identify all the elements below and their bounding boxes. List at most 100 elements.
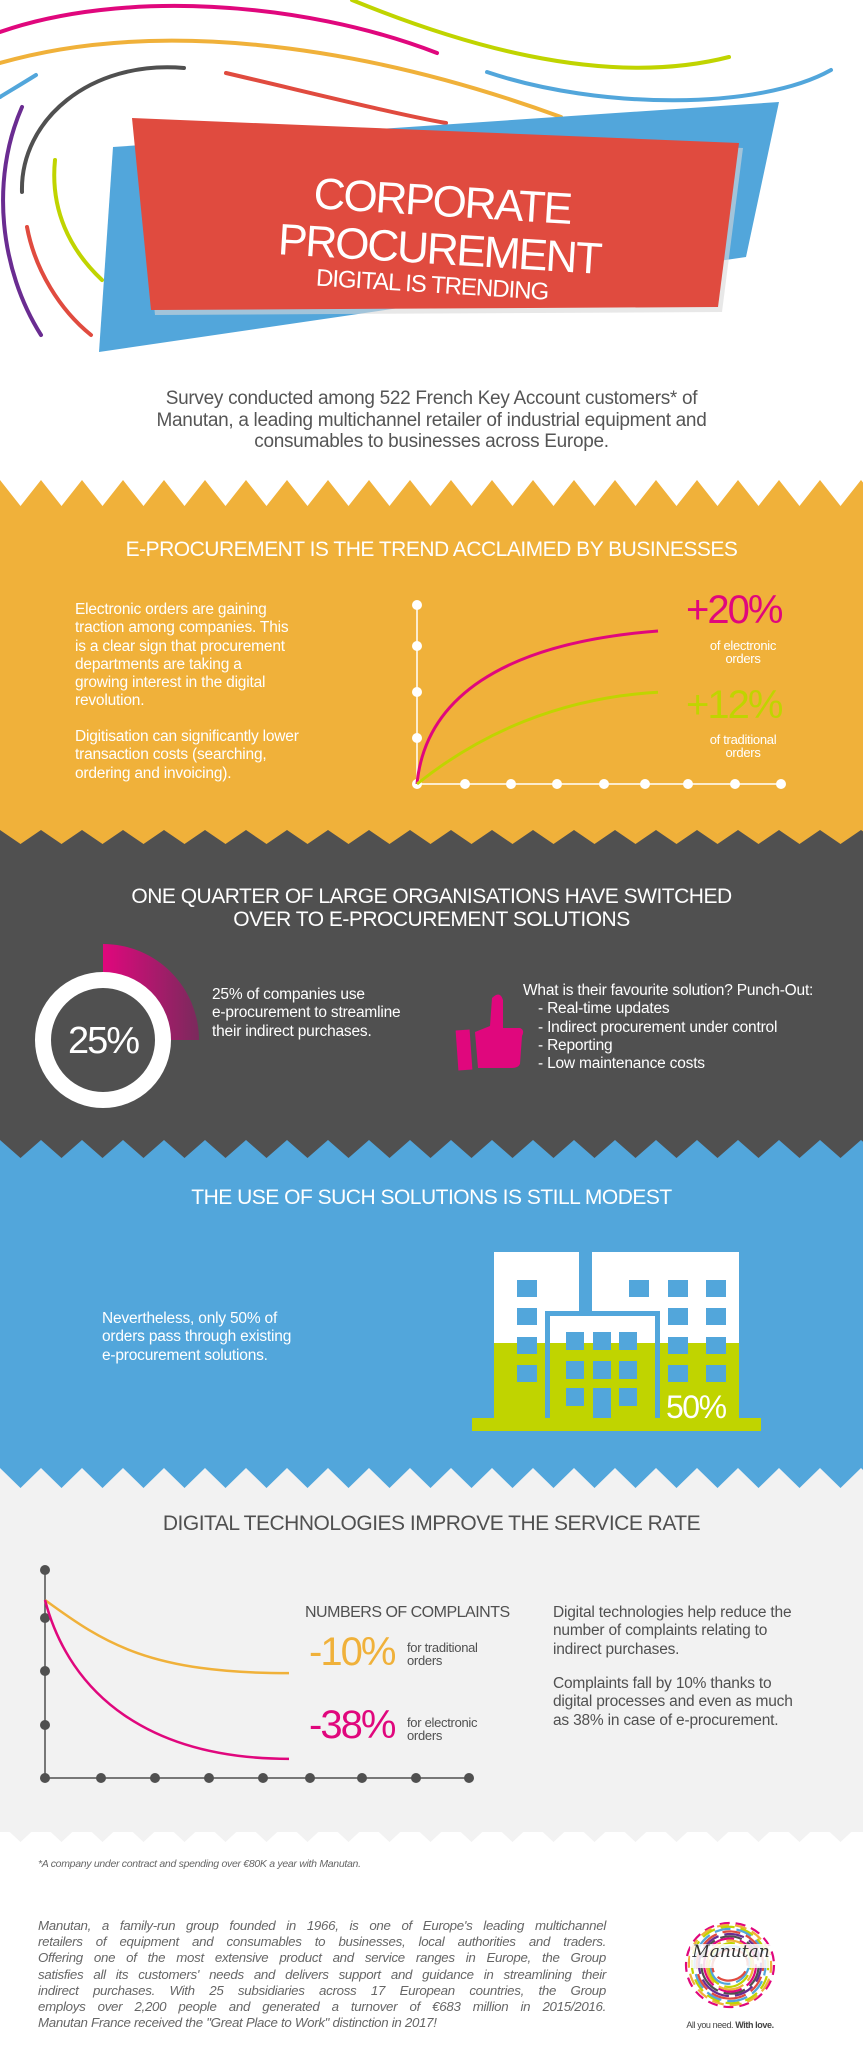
zigzag-edge: [0, 1821, 863, 1842]
window: [706, 1365, 726, 1382]
window: [619, 1332, 637, 1350]
traditional-complaints-label: for traditional orders: [407, 1640, 478, 1668]
zigzag-edge: [0, 478, 863, 506]
front-outline: [545, 1311, 660, 1316]
zigzag-edge: [0, 828, 863, 844]
x-axis-dot: [552, 779, 562, 789]
service-paragraph-2: Complaints fall by 10% thanks to digital …: [553, 1675, 793, 1729]
trend-heading: E-PROCUREMENT IS THE TREND ACCLAIMED BY …: [125, 538, 738, 561]
solution-list: What is their favourite solution? Punch-…: [523, 982, 813, 1073]
y-axis-dot: [412, 641, 422, 651]
y-axis-dot: [412, 600, 422, 610]
y-axis-dot: [40, 1666, 50, 1676]
window: [517, 1308, 537, 1325]
x-axis-dot: [599, 779, 609, 789]
switch-heading: ONE QUARTER OF LARGE ORGANISATIONS HAVE …: [131, 885, 732, 931]
window: [566, 1361, 584, 1379]
trend-paragraph-1: Electronic orders are gaining traction am…: [75, 601, 289, 710]
traditional-growth-value: +12%: [686, 683, 783, 727]
service-section: [0, 1468, 863, 1833]
solution-item: - Low maintenance costs: [538, 1055, 705, 1073]
window: [668, 1280, 688, 1297]
x-axis-dot: [258, 1773, 268, 1783]
window: [668, 1337, 688, 1354]
x-axis-dot: [204, 1773, 214, 1783]
donut-ring: [35, 972, 171, 1108]
footnote: *A company under contract and spending o…: [38, 1858, 361, 1870]
window: [629, 1280, 649, 1297]
electronic-complaints-label: for electronic orders: [407, 1715, 478, 1743]
service-heading: DIGITAL TECHNOLOGIES IMPROVE THE SERVICE…: [162, 1512, 701, 1535]
complaints-title: NUMBERS OF COMPLAINTS: [305, 1604, 510, 1621]
window: [517, 1280, 537, 1297]
donut-value: 25%: [67, 1020, 140, 1062]
building-ground: [472, 1418, 761, 1431]
series-line: [415, 629, 659, 785]
logo-swirl: [684, 1921, 776, 2009]
x-axis-dot: [411, 1773, 421, 1783]
x-axis-dot: [464, 1773, 474, 1783]
window: [593, 1332, 611, 1350]
window: [668, 1365, 688, 1382]
front-outline: [545, 1311, 550, 1418]
trend-section: [0, 480, 863, 840]
series-line: [416, 690, 659, 786]
decorative-swirls: [0, 0, 833, 352]
zigzag-edge: [0, 1466, 863, 1488]
electronic-growth-label: of electronic orders: [709, 638, 777, 666]
modest-text: Nevertheless, only 50% of orders pass thr…: [102, 1310, 292, 1364]
window: [706, 1308, 726, 1325]
window: [593, 1361, 611, 1379]
window: [593, 1388, 611, 1418]
x-axis-dot: [40, 1773, 50, 1783]
window: [706, 1337, 726, 1354]
x-axis-dot: [683, 779, 693, 789]
zigzag-edge: [0, 1138, 863, 1158]
solution-title: What is their favourite solution? Punch-…: [523, 982, 814, 999]
window: [668, 1308, 688, 1325]
window: [566, 1388, 584, 1406]
trend-paragraph-2: Digitisation can significantly lower tran…: [75, 728, 299, 782]
traditional-growth-label: of traditional orders: [709, 732, 777, 760]
series-line: [44, 1598, 290, 1675]
y-axis-dot: [40, 1565, 50, 1575]
window: [619, 1388, 637, 1406]
window: [566, 1332, 584, 1350]
x-axis-dot: [640, 779, 650, 789]
x-axis-dot: [357, 1773, 367, 1783]
solution-item: - Real-time updates: [538, 1000, 670, 1018]
solution-item: - Indirect procurement under control: [538, 1018, 778, 1036]
y-axis-dot: [412, 687, 422, 697]
window: [517, 1337, 537, 1354]
solution-item: - Reporting: [538, 1036, 613, 1054]
x-axis-dot: [305, 1773, 315, 1783]
logo-text: Manutan: [692, 1942, 770, 1962]
x-axis-dot: [150, 1773, 160, 1783]
switch-text: 25% of companies use e-procurement to str…: [212, 986, 401, 1040]
about-manutan: Manutan, a family-run group founded in 1…: [38, 1918, 606, 2031]
survey-intro: Survey conducted among 522 French Key Ac…: [156, 388, 707, 452]
y-axis-dot: [40, 1720, 50, 1730]
y-axis-dot: [40, 1613, 50, 1623]
window: [619, 1361, 637, 1379]
logo-text-bg: [690, 1944, 770, 1968]
window: [517, 1365, 537, 1382]
window: [706, 1280, 726, 1297]
electronic-complaints-value: -38%: [309, 1703, 396, 1747]
modest-heading: THE USE OF SUCH SOLUTIONS IS STILL MODES…: [191, 1186, 672, 1209]
red-banner-shape: [132, 118, 739, 310]
front-outline: [655, 1311, 660, 1418]
tagline: All you need. With love.: [686, 2020, 774, 2030]
logo-swirl: [697, 1932, 763, 1998]
x-axis-dot: [460, 779, 470, 789]
x-axis-dot: [776, 779, 786, 789]
building-value: 50%: [666, 1389, 727, 1425]
traditional-complaints-value: -10%: [309, 1630, 396, 1674]
